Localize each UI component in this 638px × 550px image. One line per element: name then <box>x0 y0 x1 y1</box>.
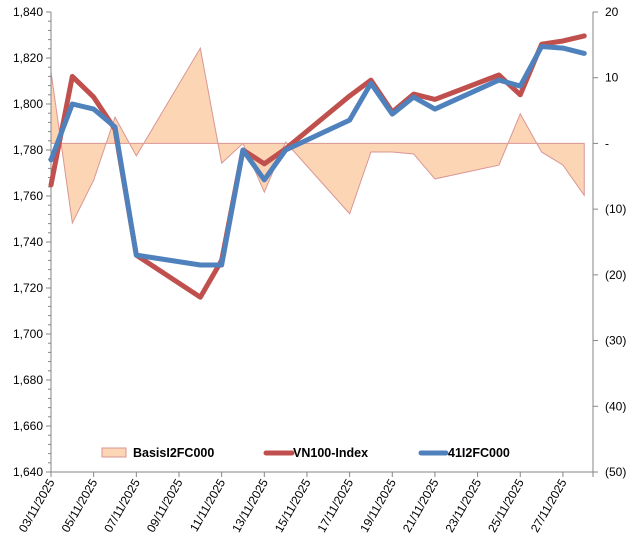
x-axis-tick-labels: 03/11/2025 05/11/2025 07/11/2025 09/11/2025… <box>16 476 570 535</box>
x-axis-tick-label: 27/11/2025 <box>528 476 570 535</box>
right-axis-tick-label: - <box>605 136 609 150</box>
right-axis-tick-label: (20) <box>605 268 626 282</box>
legend: BasisI2FC000 VN100-Index 41I2FC000 <box>101 446 510 460</box>
legend-label-basis: BasisI2FC000 <box>133 446 214 460</box>
x-axis-tick-label: 09/11/2025 <box>144 476 186 535</box>
right-axis-tick-labels: (50) (40) (30) (20) (10) - 10 20 <box>605 5 626 479</box>
x-axis-tick-label: 11/11/2025 <box>187 476 228 534</box>
x-axis-tick-label: 05/11/2025 <box>59 476 101 535</box>
axes <box>46 11 598 477</box>
right-axis-tick-label: 10 <box>605 71 619 85</box>
right-axis-tick-label: 20 <box>605 5 619 19</box>
left-axis-tick-label: 1,660 <box>13 419 43 433</box>
x-axis-tick-label: 21/11/2025 <box>400 476 442 535</box>
basis-area <box>50 46 585 225</box>
right-axis-tick-label: (50) <box>605 465 626 479</box>
x-axis-tick-label: 25/11/2025 <box>485 476 527 535</box>
basis-area-layer <box>50 46 585 225</box>
legend-label-41i2fc000: 41I2FC000 <box>448 446 510 460</box>
left-axis-tick-label: 1,740 <box>13 235 43 249</box>
left-axis-tick-label: 1,820 <box>13 51 43 65</box>
x-axis-tick-label: 13/11/2025 <box>229 476 271 535</box>
left-axis-tick-label: 1,720 <box>13 281 43 295</box>
right-axis-tick-label: (40) <box>605 399 626 413</box>
x-axis-tick-label: 17/11/2025 <box>315 476 357 535</box>
left-axis-tick-label: 1,780 <box>13 143 43 157</box>
legend-swatch-basis <box>101 447 127 458</box>
x-axis-tick-label: 07/11/2025 <box>101 476 143 535</box>
legend-label-vn100: VN100-Index <box>293 446 368 460</box>
left-axis-tick-labels: 1,640 1,660 1,680 1,700 1,720 1,740 1,760 1,780… <box>13 5 43 479</box>
x-axis-tick-label: 15/11/2025 <box>272 476 314 535</box>
left-axis-tick-label: 1,700 <box>13 327 43 341</box>
x-axis-tick-label: 03/11/2025 <box>16 476 58 535</box>
left-axis-tick-label: 1,840 <box>13 5 43 19</box>
left-axis-tick-label: 1,760 <box>13 189 43 203</box>
x-axis-tick-label: 23/11/2025 <box>442 476 484 535</box>
line-layer <box>48 33 587 300</box>
left-axis-tick-label: 1,800 <box>13 97 43 111</box>
series-41i2fc000-line <box>48 44 587 268</box>
right-axis-tick-label: (30) <box>605 334 626 348</box>
x-axis-tick-label: 19/11/2025 <box>357 476 399 535</box>
right-axis-tick-label: (10) <box>605 202 626 216</box>
left-axis-tick-label: 1,640 <box>13 465 43 479</box>
left-axis-tick-label: 1,680 <box>13 373 43 387</box>
